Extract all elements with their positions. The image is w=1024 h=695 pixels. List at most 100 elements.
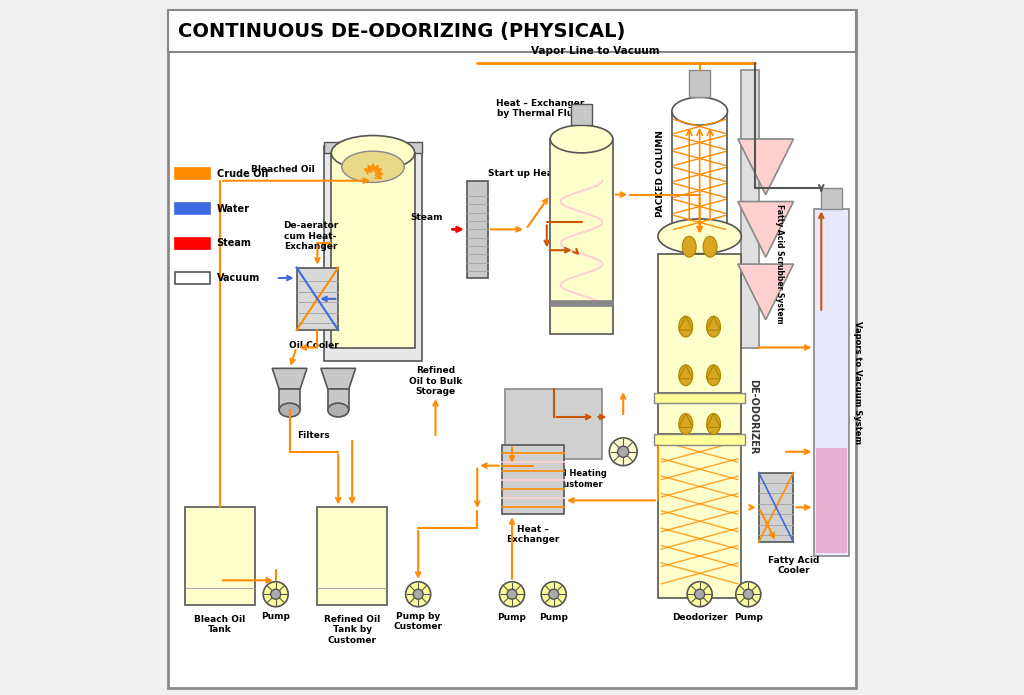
Ellipse shape	[707, 414, 721, 434]
Polygon shape	[679, 316, 692, 330]
Text: Pump: Pump	[734, 613, 763, 622]
Bar	[654, 393, 744, 403]
Polygon shape	[738, 202, 794, 257]
Text: Filters: Filters	[298, 431, 331, 440]
Text: Fatty Acid
Cooler: Fatty Acid Cooler	[768, 556, 819, 575]
Ellipse shape	[707, 365, 721, 386]
Polygon shape	[707, 316, 721, 330]
Polygon shape	[738, 264, 794, 320]
Text: Thermal Fluid Heating
System by Customer: Thermal Fluid Heating System by Customer	[501, 469, 606, 489]
Bar	[502, 445, 564, 514]
Text: Start up Heater: Start up Heater	[487, 170, 567, 178]
Bar	[328, 389, 349, 410]
Text: Vapor Line to Vacuum: Vapor Line to Vacuum	[531, 46, 659, 56]
Circle shape	[507, 589, 517, 599]
Bar	[185, 507, 255, 605]
Text: Pump: Pump	[540, 613, 568, 622]
Circle shape	[270, 589, 281, 599]
Circle shape	[263, 582, 288, 607]
Ellipse shape	[342, 152, 404, 183]
Text: Steam: Steam	[410, 213, 442, 222]
Ellipse shape	[707, 316, 721, 337]
Ellipse shape	[672, 97, 727, 125]
Text: Pump: Pump	[498, 613, 526, 622]
Bar	[280, 389, 300, 410]
Text: Crude Oil: Crude Oil	[217, 169, 268, 179]
Bar	[175, 203, 210, 214]
Text: Heat – Exchanger
by Thermal Fluid: Heat – Exchanger by Thermal Fluid	[496, 99, 584, 118]
Ellipse shape	[332, 136, 415, 170]
Polygon shape	[707, 365, 721, 379]
Polygon shape	[679, 365, 692, 379]
Polygon shape	[707, 414, 721, 427]
Bar	[814, 208, 849, 556]
Text: Water: Water	[217, 204, 250, 213]
Text: Refined
Oil to Bulk
Storage: Refined Oil to Bulk Storage	[409, 366, 462, 396]
Bar	[571, 104, 592, 125]
Circle shape	[736, 582, 761, 607]
Bar	[325, 142, 422, 153]
Ellipse shape	[703, 236, 717, 257]
Text: CONTINUOUS DE-ODORIZING (PHYSICAL): CONTINUOUS DE-ODORIZING (PHYSICAL)	[178, 22, 626, 41]
Bar	[175, 238, 210, 249]
Bar	[317, 507, 387, 605]
Polygon shape	[679, 414, 692, 427]
Bar	[658, 400, 741, 434]
Text: Vapors to Vacuum System: Vapors to Vacuum System	[853, 320, 861, 444]
Bar	[332, 153, 415, 348]
Text: DE-ODORIZER: DE-ODORIZER	[749, 379, 759, 455]
Bar	[658, 254, 741, 393]
Text: Fatty Acid Scrubber System: Fatty Acid Scrubber System	[775, 204, 784, 324]
Bar	[505, 389, 602, 459]
Ellipse shape	[280, 403, 300, 417]
Circle shape	[609, 438, 637, 466]
Text: Vacuum: Vacuum	[217, 273, 260, 283]
Ellipse shape	[682, 236, 696, 257]
Bar	[658, 445, 741, 598]
Polygon shape	[321, 368, 355, 389]
Bar	[297, 268, 338, 330]
Bar	[654, 434, 744, 445]
Ellipse shape	[679, 414, 692, 434]
Circle shape	[694, 589, 705, 599]
Circle shape	[743, 589, 754, 599]
Polygon shape	[738, 139, 794, 195]
Bar	[325, 146, 422, 361]
Text: De-aerator
cum Heat-
Exchanger: De-aerator cum Heat- Exchanger	[283, 222, 338, 251]
Bar	[821, 188, 842, 208]
Bar	[168, 10, 856, 52]
Bar	[741, 70, 759, 348]
Ellipse shape	[550, 125, 612, 153]
Circle shape	[549, 589, 559, 599]
Circle shape	[413, 589, 423, 599]
Bar	[550, 300, 612, 306]
Circle shape	[542, 582, 566, 607]
Text: Refined Oil
Tank by
Customer: Refined Oil Tank by Customer	[324, 615, 380, 645]
Text: PACKED COLUMN: PACKED COLUMN	[656, 131, 665, 217]
Bar	[175, 272, 210, 284]
Bar	[175, 168, 210, 179]
Circle shape	[406, 582, 431, 607]
Text: Pump: Pump	[261, 612, 290, 621]
Circle shape	[500, 582, 524, 607]
Text: Oil Cooler: Oil Cooler	[289, 341, 339, 350]
Text: Bleached Oil: Bleached Oil	[251, 165, 314, 174]
Ellipse shape	[328, 403, 349, 417]
Circle shape	[617, 446, 629, 457]
Text: Bleach Oil
Tank: Bleach Oil Tank	[195, 615, 246, 635]
Bar	[816, 448, 847, 553]
Text: Pump by
Customer: Pump by Customer	[393, 612, 442, 631]
Bar	[672, 111, 727, 236]
Bar	[759, 473, 794, 542]
Bar	[550, 139, 612, 334]
Bar	[689, 70, 710, 97]
Polygon shape	[272, 368, 307, 389]
Text: Heat –
Exchanger: Heat – Exchanger	[506, 525, 559, 544]
Circle shape	[687, 582, 712, 607]
Text: Deodorizer: Deodorizer	[672, 613, 727, 622]
Ellipse shape	[679, 316, 692, 337]
Bar	[467, 181, 487, 278]
Text: Steam: Steam	[217, 238, 252, 248]
Ellipse shape	[658, 219, 741, 254]
Ellipse shape	[679, 365, 692, 386]
